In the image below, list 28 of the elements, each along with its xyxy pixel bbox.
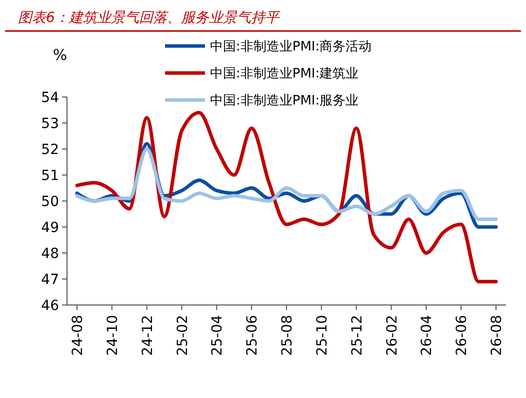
x-tick-label: 26-08 (489, 315, 505, 356)
x-tick-label: 26-04 (419, 314, 436, 356)
x-tick-label: 25-12 (349, 315, 366, 356)
y-tick-label: 52 (41, 142, 59, 158)
x-tick-label: 25-06 (244, 314, 261, 356)
x-tick-label: 25-02 (174, 315, 191, 356)
line-series (75, 110, 498, 284)
legend-label: 中国:非制造业PMI:商务活动 (210, 40, 372, 55)
x-tick-label: 26-06 (454, 314, 470, 356)
y-tick-label: 47 (41, 272, 59, 288)
chart-title: 图表6：建筑业景气回落、服务业景气持平 (18, 10, 281, 26)
y-tick-label: 46 (41, 298, 60, 314)
y-axis-title: % (52, 46, 68, 64)
y-tick-label: 51 (41, 168, 59, 184)
y-tick-label: 48 (41, 246, 59, 262)
x-tick-label: 25-04 (210, 314, 226, 356)
legend-label: 中国:非制造业PMI:建筑业 (210, 66, 359, 82)
y-tick-label: 49 (41, 220, 59, 236)
x-tick-label: 25-08 (280, 315, 296, 356)
x-tick-label: 26-02 (384, 315, 400, 356)
y-tick-label: 53 (41, 116, 59, 132)
y-tick-label: 50 (41, 194, 59, 210)
legend-label: 中国:非制造业PMI:服务业 (210, 94, 359, 109)
x-tick-label: 24-08 (70, 315, 86, 356)
x-tick-label: 25-10 (314, 315, 330, 356)
x-tick-label: 24-12 (140, 315, 156, 356)
x-tick-label: 24-10 (104, 315, 121, 356)
y-tick-label: 54 (41, 90, 60, 106)
